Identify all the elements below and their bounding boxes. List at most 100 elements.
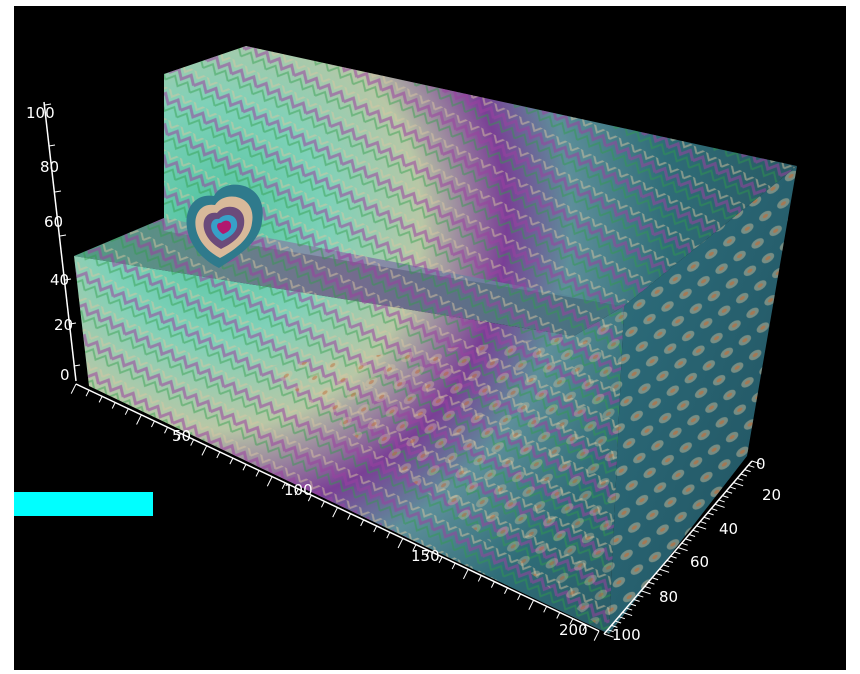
- axis-tick-mark: [733, 482, 744, 487]
- z-tick-label: 20: [54, 316, 73, 334]
- axis-tick-mark: [164, 427, 168, 434]
- axis-tick-mark: [748, 464, 755, 468]
- axis-tick-mark: [556, 612, 561, 619]
- axis-tick-mark: [666, 560, 674, 563]
- render-viewport[interactable]: 0 20 40 60 80 100 50 100 150 200 0 20 40…: [14, 6, 846, 670]
- axis-tick-mark: [528, 599, 535, 610]
- axis-tick-mark: [611, 624, 618, 628]
- axis-tick-mark: [707, 512, 714, 516]
- axis-tick-mark: [451, 562, 456, 570]
- axis-tick-mark: [618, 616, 625, 620]
- axis-tick-mark: [360, 519, 365, 527]
- axis-tick-mark: [255, 470, 260, 477]
- color-indicator-bar: [14, 492, 153, 516]
- axis-tick-mark: [347, 513, 352, 520]
- axis-tick-mark: [412, 544, 417, 551]
- axis-tick-mark: [681, 542, 688, 546]
- y-tick-label: 40: [719, 520, 738, 538]
- axis-tick-mark: [593, 630, 600, 641]
- axis-tick-mark: [751, 460, 762, 465]
- y-tick-label: 20: [762, 486, 781, 504]
- heart-contours: [186, 184, 263, 268]
- axis-tick-mark: [373, 525, 378, 533]
- axis-tick-mark: [629, 603, 637, 607]
- axis-tick-mark: [626, 607, 633, 611]
- x-tick-label: 50: [172, 427, 191, 445]
- axis-tick-mark: [490, 581, 495, 588]
- axis-tick-mark: [674, 551, 681, 555]
- z-tick-label: 40: [50, 271, 69, 289]
- z-tick-label: 0: [60, 366, 70, 384]
- axis-tick-mark: [648, 581, 655, 585]
- axis-tick-mark: [438, 556, 443, 564]
- axis-tick-mark: [670, 555, 677, 559]
- axis-tick-mark: [216, 451, 221, 459]
- axis-tick-mark: [637, 594, 644, 598]
- axis-tick-mark: [737, 477, 744, 481]
- axis-tick-mark: [281, 482, 286, 490]
- axis-tick-mark: [136, 414, 142, 425]
- y-tick-label: 0: [756, 455, 766, 473]
- axis-tick-mark: [477, 575, 482, 582]
- axis-tick-mark: [201, 445, 208, 456]
- axis-tick-mark: [644, 585, 651, 589]
- axis-tick-mark: [242, 464, 247, 471]
- axis-tick-mark: [307, 494, 312, 502]
- axis-tick-mark: [659, 568, 670, 573]
- axis-tick-mark: [70, 383, 77, 394]
- axis-tick-mark: [603, 633, 614, 638]
- x-tick-label: 200: [559, 621, 588, 639]
- axis-tick-mark: [582, 624, 587, 632]
- axis-tick-mark: [622, 611, 633, 617]
- axis-tick-mark: [714, 503, 725, 508]
- x-axis: 50 100 150 200: [70, 383, 600, 641]
- axis-tick-mark: [614, 620, 622, 624]
- z-tick-label: 60: [44, 213, 63, 231]
- axis-tick-mark: [504, 587, 508, 594]
- volume-scene: 0 20 40 60 80 100 50 100 150 200 0 20 40…: [26, 46, 797, 644]
- axis-tick-mark: [425, 550, 430, 557]
- axis-tick-mark: [729, 486, 736, 490]
- axis-tick-mark: [663, 564, 670, 568]
- axis-tick-mark: [711, 508, 718, 512]
- axis-tick-mark: [688, 534, 696, 537]
- x-tick-label: 150: [411, 547, 440, 565]
- axis-tick-mark: [98, 396, 103, 403]
- axis-tick-mark: [229, 457, 234, 465]
- axis-tick-mark: [151, 420, 155, 428]
- axis-tick-mark: [740, 473, 748, 477]
- axis-tick-mark: [700, 521, 707, 525]
- axis-tick-mark: [722, 495, 729, 499]
- axis-tick-mark: [744, 469, 751, 473]
- axis-tick-mark: [543, 606, 548, 613]
- axis-tick-mark: [685, 538, 692, 542]
- axis-tick-mark: [725, 490, 733, 494]
- z-tick-label: 80: [40, 158, 59, 176]
- z-axis: 0 20 40 60 80 100: [26, 101, 81, 384]
- y-tick-label: 80: [659, 588, 678, 606]
- y-axis: 0 20 40 60 80 100: [603, 455, 781, 644]
- axis-tick-mark: [332, 507, 338, 518]
- axis-tick-mark: [294, 488, 299, 496]
- axis-tick-mark: [124, 408, 129, 415]
- axis-tick-mark: [569, 618, 574, 625]
- y-tick-label: 60: [690, 553, 709, 571]
- y-tick-label: 100: [612, 626, 641, 644]
- z-tick-label: 100: [26, 104, 55, 122]
- axis-tick-mark: [517, 593, 521, 601]
- axis-tick-mark: [386, 531, 391, 539]
- axis-tick-mark: [177, 433, 182, 440]
- axis-tick-mark: [633, 598, 640, 602]
- axis-tick-mark: [320, 501, 325, 508]
- axis-tick-mark: [607, 629, 614, 633]
- axis-tick-mark: [696, 525, 707, 530]
- axis-tick-mark: [640, 590, 651, 595]
- axis-tick-mark: [266, 476, 273, 487]
- axis-tick-mark: [692, 529, 699, 533]
- axis-tick-mark: [718, 499, 725, 503]
- axis-tick-mark: [463, 569, 469, 580]
- axis-tick-mark: [397, 538, 404, 549]
- axis-tick-mark: [85, 389, 90, 397]
- axis-tick-mark: [655, 572, 662, 576]
- axis-tick-mark: [703, 516, 711, 520]
